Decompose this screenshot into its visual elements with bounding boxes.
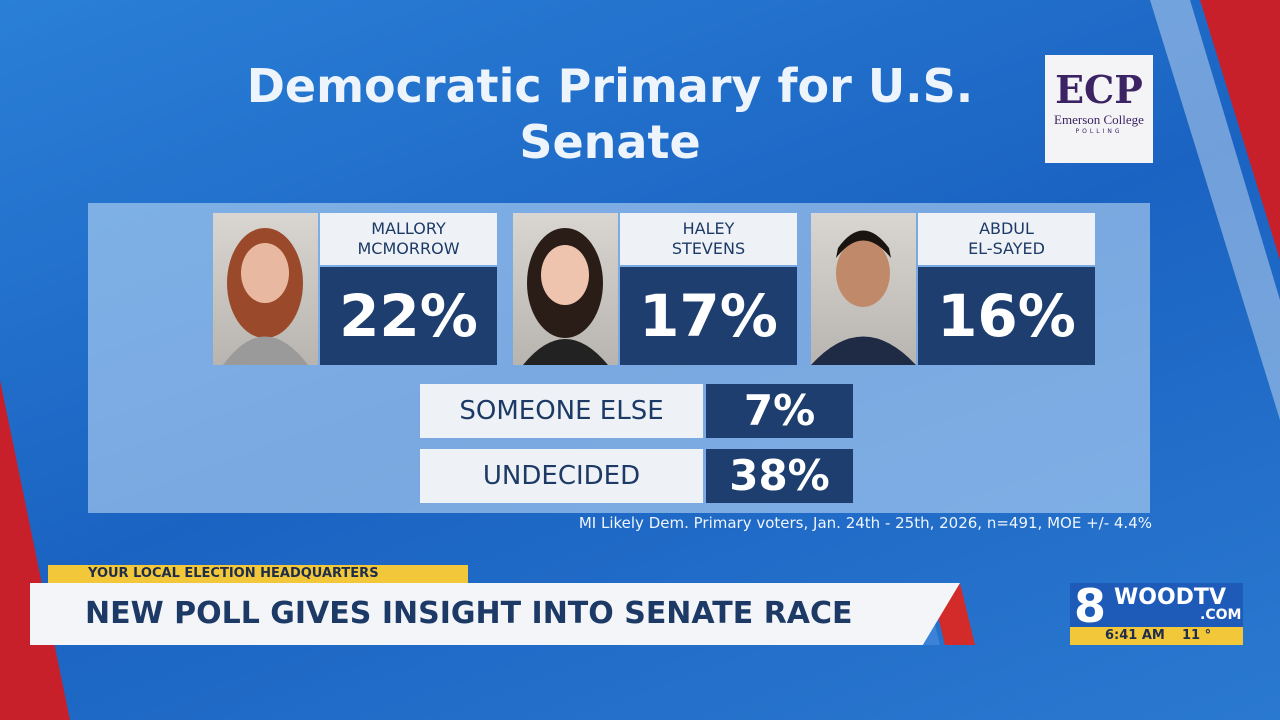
banner-kicker: YOUR LOCAL ELECTION HEADQUARTERS — [48, 565, 468, 583]
candidate-photo — [513, 213, 618, 365]
name-line: EL-SAYED — [968, 239, 1045, 258]
title: Democratic Primary for U.S. Senate — [246, 59, 974, 169]
logo-mark: ECP — [1055, 67, 1143, 112]
option-label: UNDECIDED — [420, 449, 703, 503]
time-weather: 6:41 AM 11 ° — [1070, 627, 1243, 645]
candidate-name: MALLORY MCMORROW — [320, 213, 497, 265]
stripe — [1150, 0, 1280, 420]
name-line: ABDUL — [979, 219, 1034, 238]
silhouette — [223, 228, 308, 365]
name-line: STEVENS — [671, 239, 746, 258]
candidate-value: 16% — [918, 267, 1095, 365]
name-line: HALEY — [682, 219, 735, 238]
silhouette — [811, 230, 916, 365]
time: 6:41 AM — [1105, 628, 1165, 643]
station-domain: .COM — [1200, 607, 1242, 623]
candidate-photo — [213, 213, 318, 365]
candidate-value: 22% — [320, 267, 497, 365]
station-name: WOODTV — [1114, 585, 1226, 610]
stripe — [0, 380, 70, 720]
pollster-logo: ECP Emerson College POLLING — [1045, 55, 1153, 163]
option-value: 7% — [706, 384, 853, 438]
stripe — [1200, 0, 1280, 260]
silhouette — [523, 228, 608, 365]
option-value: 38% — [706, 449, 853, 503]
option-label: SOMEONE ELSE — [420, 384, 703, 438]
footnote: MI Likely Dem. Primary voters, Jan. 24th… — [578, 514, 1152, 532]
candidate-value: 17% — [620, 267, 797, 365]
candidate-photo — [811, 213, 916, 365]
temperature: 11 ° — [1182, 628, 1212, 643]
logo-sub: POLLING — [1075, 128, 1123, 135]
candidate-name: ABDUL EL-SAYED — [918, 213, 1095, 265]
station-number: 8 — [1074, 579, 1107, 633]
station-logo: 8 WOODTV .COM — [1070, 579, 1243, 633]
name-line: MCMORROW — [357, 239, 460, 258]
candidate-name: HALEY STEVENS — [620, 213, 797, 265]
banner-headline: NEW POLL GIVES INSIGHT INTO SENATE RACE — [30, 583, 960, 645]
name-line: MALLORY — [371, 219, 446, 238]
logo-name: Emerson College — [1054, 112, 1144, 127]
